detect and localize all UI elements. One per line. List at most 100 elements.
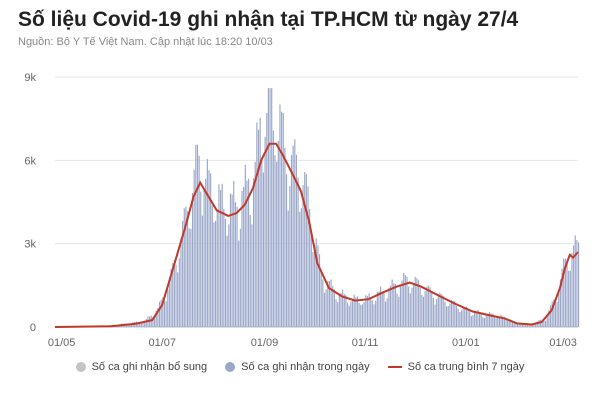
daily-bar bbox=[452, 301, 454, 327]
legend-item-trung-binh[interactable]: Số ca trung bình 7 ngày bbox=[387, 361, 524, 373]
daily-bar bbox=[419, 287, 421, 327]
daily-bar bbox=[355, 297, 357, 327]
daily-bar bbox=[513, 321, 515, 327]
daily-bar bbox=[244, 164, 246, 327]
daily-bar bbox=[282, 112, 284, 327]
daily-bar bbox=[460, 310, 463, 327]
daily-bar bbox=[483, 318, 486, 327]
daily-bar bbox=[356, 296, 359, 327]
daily-bar bbox=[437, 295, 439, 327]
daily-bar bbox=[394, 283, 397, 327]
daily-bar bbox=[294, 139, 296, 327]
daily-bar bbox=[545, 320, 547, 327]
daily-bar bbox=[236, 206, 238, 327]
daily-bar bbox=[554, 300, 557, 327]
daily-bar bbox=[446, 306, 448, 327]
daily-bar bbox=[561, 268, 563, 327]
daily-bar bbox=[160, 299, 162, 327]
daily-bar bbox=[502, 316, 504, 327]
daily-bar bbox=[424, 291, 426, 327]
daily-bar bbox=[363, 301, 365, 327]
daily-bar bbox=[292, 145, 294, 327]
daily-bar bbox=[330, 279, 332, 327]
daily-bar bbox=[398, 296, 400, 327]
daily-bar bbox=[279, 104, 281, 327]
daily-bar bbox=[449, 303, 451, 327]
chart-source: Nguồn: Bộ Y Tế Việt Nam. Cập nhật lúc 18… bbox=[18, 36, 273, 48]
daily-bar bbox=[300, 208, 302, 327]
daily-bar bbox=[393, 283, 395, 327]
daily-bar bbox=[441, 294, 443, 327]
daily-bar bbox=[342, 289, 344, 327]
daily-bar bbox=[384, 301, 387, 327]
daily-bar bbox=[276, 161, 278, 327]
daily-bar bbox=[553, 299, 555, 327]
legend-item-trong-ngay[interactable]: Số ca ghi nhận trong ngày bbox=[225, 361, 370, 373]
daily-bar bbox=[399, 284, 401, 327]
daily-bar bbox=[307, 186, 309, 327]
legend-swatch-bo-sung bbox=[75, 362, 86, 372]
daily-bar bbox=[320, 272, 322, 327]
daily-bar bbox=[490, 313, 492, 327]
daily-bar bbox=[302, 185, 304, 327]
daily-bar bbox=[256, 122, 258, 327]
daily-bar bbox=[290, 155, 293, 327]
daily-bar bbox=[469, 311, 471, 327]
avg-line bbox=[54, 142, 579, 328]
daily-bar bbox=[333, 289, 335, 327]
daily-bar bbox=[525, 323, 527, 327]
y-tick-label: 0 bbox=[30, 322, 36, 334]
daily-bar bbox=[219, 189, 222, 327]
daily-bar bbox=[289, 186, 291, 327]
daily-bar bbox=[228, 224, 230, 327]
daily-bar bbox=[381, 291, 383, 327]
daily-bar bbox=[457, 308, 459, 327]
daily-bar bbox=[512, 320, 514, 327]
daily-bar bbox=[130, 323, 133, 327]
daily-bar bbox=[195, 144, 197, 327]
daily-bar bbox=[332, 286, 334, 327]
daily-bar bbox=[475, 311, 477, 327]
legend-swatch-trung-binh bbox=[387, 366, 402, 368]
daily-bar bbox=[170, 269, 172, 327]
daily-bar bbox=[190, 228, 192, 327]
daily-bar bbox=[309, 209, 311, 327]
daily-bar bbox=[360, 304, 362, 327]
y-axis-ticks: 0 3k 6k 9k bbox=[24, 72, 36, 334]
daily-bar bbox=[378, 291, 380, 327]
daily-bar bbox=[477, 310, 479, 327]
daily-bar bbox=[158, 301, 161, 327]
legend-item-bo-sung[interactable]: Số ca ghi nhận bổ sung bbox=[75, 361, 207, 373]
daily-bar bbox=[211, 205, 213, 327]
daily-bar bbox=[573, 245, 575, 327]
daily-bar bbox=[523, 323, 525, 327]
daily-bar bbox=[383, 292, 385, 327]
daily-bar bbox=[365, 295, 367, 327]
daily-bar bbox=[318, 254, 321, 327]
daily-bar bbox=[165, 301, 167, 327]
daily-bar bbox=[234, 202, 236, 327]
daily-bar bbox=[472, 314, 474, 327]
daily-bar bbox=[464, 307, 466, 327]
daily-bar bbox=[551, 301, 553, 327]
daily-bar bbox=[155, 310, 157, 327]
daily-bar bbox=[500, 314, 502, 327]
daily-bar bbox=[508, 321, 510, 327]
daily-bar bbox=[226, 235, 228, 327]
daily-bar bbox=[493, 316, 496, 327]
daily-bar bbox=[409, 293, 411, 327]
daily-bar bbox=[498, 316, 500, 327]
daily-bar bbox=[447, 306, 449, 327]
chart-title: Số liệu Covid-19 ghi nhận tại TP.HCM từ … bbox=[18, 8, 519, 31]
daily-bar bbox=[178, 258, 180, 327]
daily-bar bbox=[417, 280, 420, 327]
y-tick-label: 9k bbox=[24, 72, 36, 84]
daily-bar bbox=[401, 280, 403, 327]
daily-bar bbox=[492, 313, 494, 327]
daily-bar bbox=[304, 172, 306, 327]
daily-bar bbox=[243, 186, 245, 327]
daily-bar bbox=[574, 235, 576, 327]
daily-bar bbox=[533, 324, 535, 327]
daily-bar bbox=[396, 293, 398, 327]
daily-bar bbox=[281, 111, 283, 328]
